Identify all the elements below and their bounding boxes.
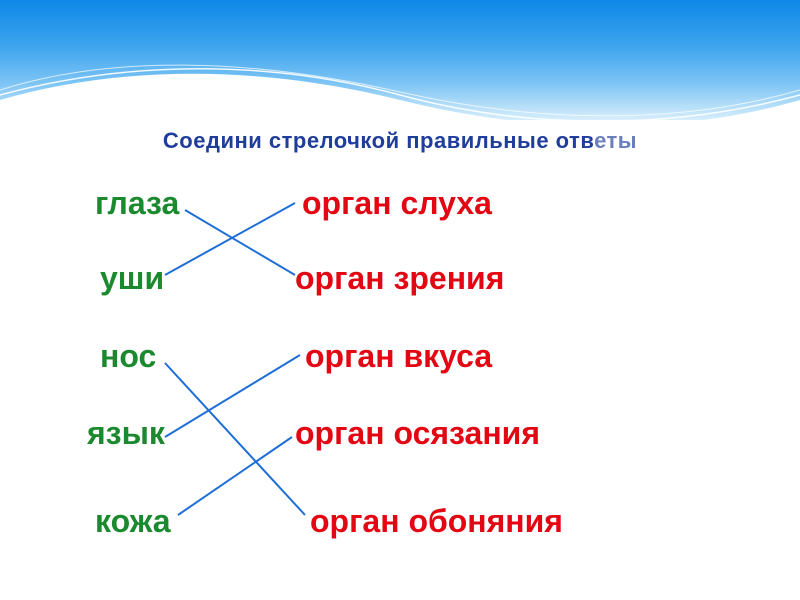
connection-line-0 bbox=[185, 210, 295, 275]
matching-content: глаза уши нос язык кожа орган слуха орган зре… bbox=[0, 175, 800, 575]
connection-line-1 bbox=[165, 203, 295, 275]
slide-title: Соедини стрелочкой правильные ответы bbox=[0, 128, 800, 154]
slide: Соедини стрелочкой правильные ответы гла… bbox=[0, 0, 800, 600]
left-item-3: язык bbox=[87, 415, 165, 452]
connection-line-2 bbox=[165, 363, 305, 515]
left-item-4: кожа bbox=[95, 503, 171, 540]
right-item-2: орган вкуса bbox=[305, 338, 492, 375]
right-item-0: орган слуха bbox=[302, 185, 492, 222]
right-item-4: орган обоняния bbox=[310, 503, 563, 540]
wave-decoration bbox=[0, 60, 800, 130]
left-item-2: нос bbox=[100, 338, 156, 375]
left-item-1: уши bbox=[100, 260, 164, 297]
connection-line-3 bbox=[165, 355, 300, 437]
title-text-faded: еты bbox=[594, 128, 637, 153]
right-item-1: орган зрения bbox=[295, 260, 504, 297]
right-item-3: орган осязания bbox=[295, 415, 540, 452]
connection-line-4 bbox=[178, 437, 292, 515]
title-text-main: Соедини стрелочкой правильные отв bbox=[163, 128, 594, 153]
left-item-0: глаза bbox=[95, 185, 179, 222]
